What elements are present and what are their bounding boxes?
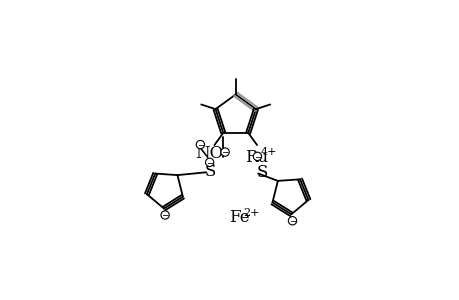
Text: NO: NO	[195, 145, 223, 162]
Text: −: −	[196, 140, 204, 149]
Text: 2+: 2+	[243, 208, 259, 218]
Text: −: −	[206, 158, 213, 167]
Circle shape	[220, 148, 229, 156]
Circle shape	[288, 217, 296, 225]
Text: Fe: Fe	[228, 209, 249, 226]
Text: S: S	[204, 163, 215, 180]
Circle shape	[161, 211, 169, 219]
Text: −: −	[221, 148, 229, 157]
Text: −: −	[288, 216, 296, 225]
Text: −: −	[161, 211, 168, 220]
Text: Ru: Ru	[245, 149, 268, 166]
Circle shape	[205, 158, 213, 166]
Circle shape	[196, 140, 204, 149]
Text: −: −	[253, 152, 261, 161]
Text: S: S	[256, 164, 267, 181]
Text: 4+: 4+	[260, 147, 277, 157]
Circle shape	[253, 152, 261, 160]
